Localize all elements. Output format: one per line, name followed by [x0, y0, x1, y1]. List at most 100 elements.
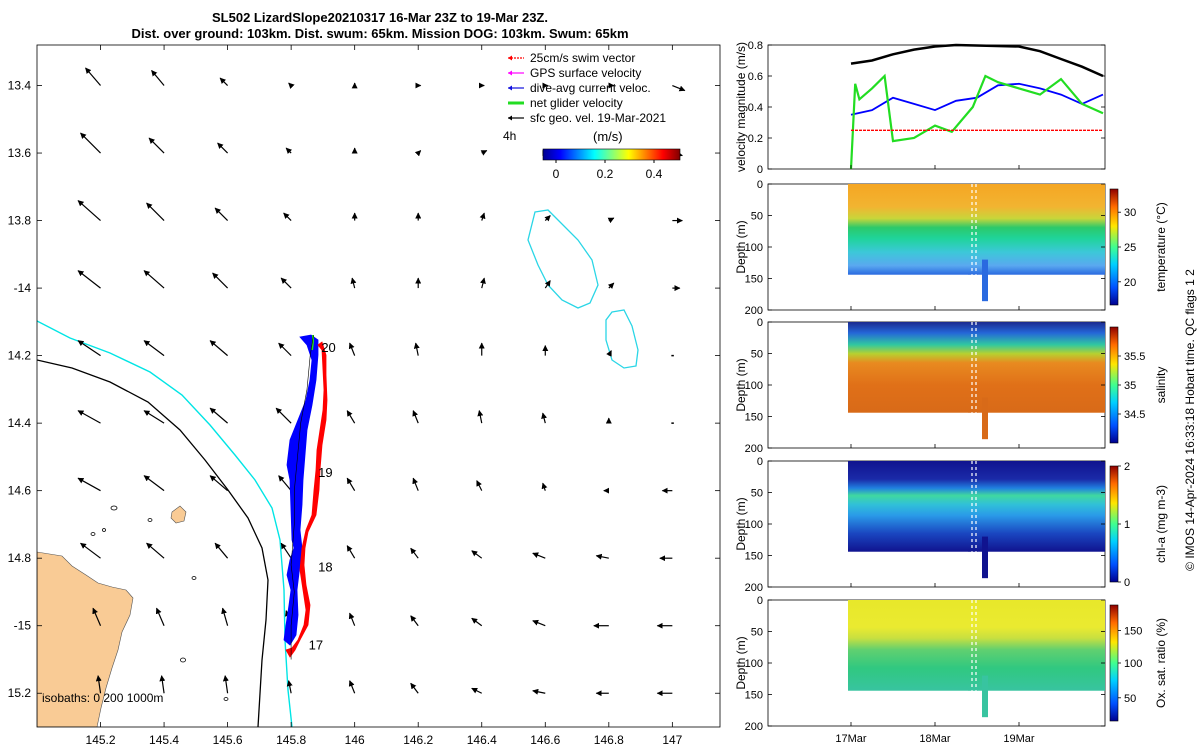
velocity-vector [412, 410, 419, 424]
velocity-vector [544, 215, 551, 222]
depth-ylabel: Depth (m) [734, 636, 748, 689]
colorbar-tick-label: 34.5 [1124, 409, 1145, 421]
section-panel: 0 50 100 150 200 Depth (m) 2 1 0 chl-a (mg m-3) [734, 456, 1168, 594]
depth-tick-label: 200 [745, 443, 763, 455]
velocity-tick-label: 0 [757, 164, 763, 176]
colorbar-tick-label: 35 [1124, 380, 1136, 392]
velocity-vector [212, 272, 229, 289]
depth-tick-label: 0 [757, 595, 763, 607]
y-tick-label: 14.6 [8, 484, 32, 498]
velocity-panel: 0 0.2 0.4 0.6 0.8 velocity magnitude (m/s) [734, 40, 1106, 176]
track-dive-avg-blue [283, 334, 319, 646]
depth-tick-label: 200 [745, 305, 763, 317]
y-tick-label: -14 [14, 281, 32, 295]
velocity-vector [214, 542, 229, 559]
velocity-vector [348, 342, 356, 356]
colorbar-tick-label: 100 [1124, 658, 1142, 670]
depth-tick-label: 0 [757, 179, 763, 191]
velocity-vector [288, 82, 295, 89]
y-tick-label: 14.4 [8, 416, 32, 430]
velocity-vector [480, 150, 488, 156]
colorbar-label: temperature (°C) [1154, 202, 1168, 292]
depth-tick-label: 150 [745, 412, 763, 424]
velocity-vector [285, 147, 293, 154]
velocity-vector [410, 615, 419, 627]
day-labels: 20 19 18 17 [309, 340, 336, 652]
time-tick-label: 19Mar [1003, 733, 1035, 745]
velocity-vector [77, 410, 101, 424]
depth-tick-label: 100 [745, 658, 763, 670]
colorbar-tick-0: 0 [553, 167, 560, 181]
title-line-1: SL502 LizardSlope20210317 16-Mar 23Z to … [212, 10, 548, 25]
velocity-tick-label: 0.2 [748, 133, 763, 145]
velocity-vector [471, 687, 483, 694]
section-colorbar [1109, 604, 1119, 722]
velocity-vector [143, 475, 165, 492]
colorbar-tick-label: 1 [1124, 519, 1130, 531]
section-panel: 0 50 100 150 200 Depth (m) 35.5 35 34.5 salinity [734, 317, 1168, 455]
velocity-vector [217, 142, 229, 154]
velocity-vector [146, 202, 165, 221]
colorbar-title: (m/s) [593, 129, 623, 144]
depth-tick-label: 50 [751, 627, 763, 639]
velocity-vector [595, 553, 609, 560]
velocity-vector [607, 282, 615, 290]
coastline-land [37, 551, 134, 727]
depth-tick-label: 150 [745, 690, 763, 702]
depth-tick-label: 0 [757, 317, 763, 329]
velocity-vector [541, 482, 548, 491]
depth-tick-label: 100 [745, 519, 763, 531]
velocity-vector [95, 675, 102, 694]
glider-track-line [290, 335, 314, 660]
x-tick-label: 145.8 [276, 733, 306, 747]
velocity-vector [209, 340, 228, 357]
x-tick-label: 146.2 [403, 733, 433, 747]
velocity-vector [92, 607, 102, 626]
legend-entry: 25cm/s swim vector [530, 51, 635, 65]
depth-tick-label: 50 [751, 349, 763, 361]
reef-outlines [90, 505, 229, 701]
time-tick-label: 18Mar [919, 733, 951, 745]
y-tick-label: -15 [14, 619, 32, 633]
velocity-vector [219, 77, 229, 86]
speed-colorbar [542, 148, 681, 161]
depth-tick-label: 150 [745, 551, 763, 563]
section-colorbar [1109, 465, 1119, 583]
colorbar-tick-label: 20 [1124, 277, 1136, 289]
velocity-vector [275, 407, 292, 424]
y-tick-label: 15.2 [8, 686, 32, 700]
colorbar-label: Ox. sat. ratio (%) [1154, 618, 1168, 708]
island-land [170, 505, 187, 524]
depth-tick-label: 100 [745, 380, 763, 392]
isobath-1000m-reef-1 [527, 209, 599, 309]
velocity-vector [544, 280, 551, 289]
velocity-vector [532, 688, 546, 695]
depth-tick-label: 100 [745, 242, 763, 254]
velocity-vector [85, 67, 101, 86]
velocity-vector [672, 84, 686, 92]
colorbar-tick-label: 2 [1124, 461, 1130, 473]
velocity-vector [410, 547, 419, 559]
velocity-vector [159, 675, 166, 694]
x-tick-label: 146.8 [594, 733, 624, 747]
velocity-ylabel: velocity magnitude (m/s) [734, 42, 748, 172]
velocity-vector [413, 342, 420, 356]
velocity-vector [479, 212, 486, 221]
legend-entry: sfc geo. vel. 19-Mar-2021 [530, 111, 666, 125]
y-tick-label: 13.8 [8, 214, 32, 228]
day-label: 17 [309, 637, 323, 652]
depth-tick-label: 0 [757, 456, 763, 468]
x-tick-label: 145.4 [149, 733, 179, 747]
x-tick-label: 147 [662, 733, 682, 747]
velocity-tick-label: 0.8 [748, 40, 763, 52]
x-tick-label: 146 [345, 733, 365, 747]
velocity-vector [143, 270, 165, 289]
map-frame [36, 44, 721, 728]
y-tick-label: 13.6 [8, 146, 32, 160]
velocity-vector [77, 270, 101, 289]
velocity-vector [532, 619, 546, 627]
velocity-vector [410, 682, 419, 694]
